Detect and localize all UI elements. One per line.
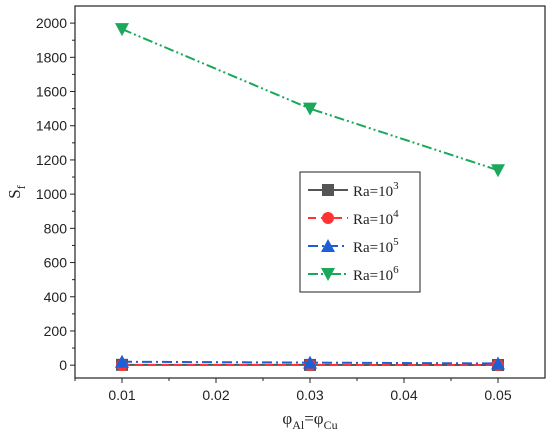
y-tick-label: 200: [44, 323, 68, 339]
y-tick-label: 1200: [36, 152, 67, 168]
y-tick-label: 1600: [36, 84, 67, 100]
y-tick-label: 1000: [36, 186, 67, 202]
x-axis-label-sub1: Al: [292, 418, 305, 432]
legend-entry: Ra=105: [308, 236, 399, 256]
y-tick-label: 1400: [36, 118, 67, 134]
legend-entry: Ra=104: [308, 208, 399, 228]
legend-label: Ra=106: [353, 264, 399, 284]
legend-entry: Ra=106: [308, 264, 399, 284]
y-tick-label: 2000: [36, 15, 67, 31]
y-tick-label: 800: [44, 220, 68, 236]
x-tick-label: 0.02: [202, 387, 229, 403]
y-tick-label: 600: [44, 255, 68, 271]
ticks: 0 200 400 600 800 1000 1200 1400 1600 1800 2000 0.0…: [36, 15, 512, 403]
series-line: [121, 28, 499, 172]
legend-label: Ra=104: [353, 208, 399, 228]
x-tick-label: 0.01: [108, 387, 135, 403]
y-axis-label-main: S: [5, 189, 24, 198]
y-tick-label: 0: [59, 357, 67, 373]
data-point: [115, 354, 129, 368]
x-axis-label-main: φ: [282, 409, 292, 428]
y-tick-label: 400: [44, 289, 68, 305]
legend: Ra=103 Ra=104 Ra=105 Ra=106: [299, 171, 421, 293]
x-axis-label-eq: =φ: [304, 409, 324, 428]
data-point: [115, 23, 129, 37]
data-point: [303, 355, 317, 369]
x-axis-label: φAl=φCu: [282, 409, 337, 432]
y-axis-label-sub: f: [14, 185, 28, 189]
data-point: [491, 164, 505, 178]
series-4: [115, 23, 505, 178]
legend-label: Ra=105: [353, 236, 399, 256]
legend-label: Ra=103: [353, 180, 399, 200]
data-point: [303, 102, 317, 116]
y-axis-label: Sf: [5, 185, 28, 198]
legend-marker: [321, 239, 335, 252]
x-tick-label: 0.03: [296, 387, 323, 403]
legend-marker: [322, 212, 334, 224]
x-axis-label-sub2: Cu: [324, 418, 338, 432]
series-layer: [115, 23, 505, 372]
legend-box: [299, 171, 421, 293]
series-3: [115, 354, 505, 370]
data-point: [491, 356, 505, 370]
x-tick-label: 0.05: [484, 387, 511, 403]
legend-entry: Ra=103: [308, 180, 399, 200]
y-tick-label: 1800: [36, 49, 67, 65]
legend-marker: [321, 268, 335, 281]
x-tick-label: 0.04: [390, 387, 417, 403]
legend-marker: [322, 184, 334, 196]
